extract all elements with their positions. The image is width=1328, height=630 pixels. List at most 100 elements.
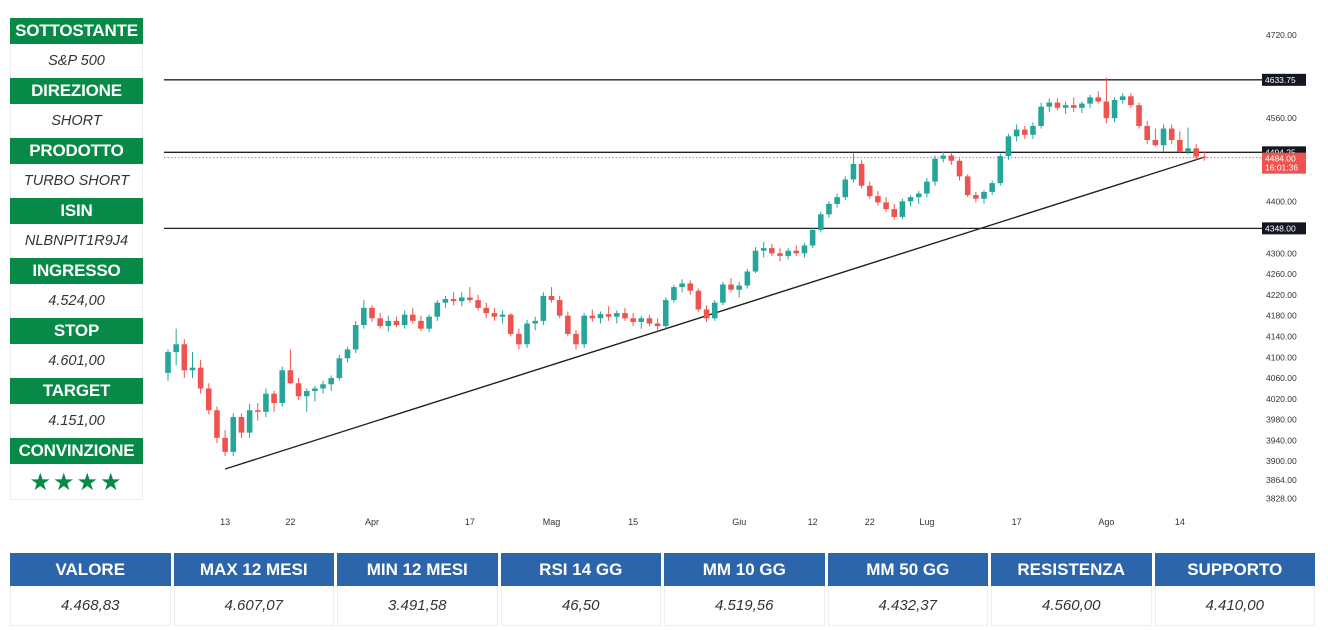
candle-body (1201, 156, 1208, 158)
stat-column: MAX 12 MESI 4.607,07 (173, 553, 334, 626)
stat-value: 46,50 (500, 586, 661, 626)
candle-body (442, 299, 449, 303)
candle-body (189, 367, 196, 371)
candle-body (499, 314, 506, 317)
candle-body (818, 214, 824, 230)
candle-body (410, 314, 416, 321)
info-label: CONVINZIONE (10, 438, 143, 464)
candle-body (1062, 105, 1069, 108)
info-label: DIREZIONE (10, 78, 143, 104)
candle-body (948, 155, 955, 161)
y-tick-label: 3828.00 (1266, 494, 1297, 504)
y-tick-label: 4400.00 (1266, 196, 1297, 206)
x-tick-label: 13 (220, 517, 230, 527)
info-value: 4.151,00 (10, 404, 143, 438)
stat-value: 4.432,37 (827, 586, 988, 626)
candle-body (206, 388, 212, 411)
candle-body (556, 300, 563, 316)
stat-header: MIN 12 MESI (337, 553, 498, 586)
info-value: SHORT (10, 104, 143, 138)
candle-body (312, 388, 318, 392)
last-price-badge (1262, 152, 1306, 174)
info-item-isin: ISIN NLBNPIT1R9J4 (10, 198, 143, 258)
stat-column: MM 50 GG 4.432,37 (827, 553, 988, 626)
x-tick-label: 22 (865, 517, 875, 527)
candle-body (924, 181, 930, 194)
candle-body (491, 313, 498, 317)
candle-body (703, 309, 710, 319)
info-label: TARGET (10, 378, 143, 404)
candle-body (467, 297, 473, 301)
candle-body (997, 156, 1004, 184)
stat-column: MIN 12 MESI 3.491,58 (337, 553, 498, 626)
candle-body (1054, 102, 1061, 108)
candle-body (222, 437, 228, 452)
stat-value: 4.519,56 (664, 586, 825, 626)
candle-body (883, 202, 889, 210)
candle-body (344, 349, 351, 359)
stat-header: RSI 14 GG (500, 553, 661, 586)
candle-body (369, 307, 375, 319)
stat-value: 3.491,58 (337, 586, 498, 626)
candle-body (1087, 97, 1093, 104)
candle-body (777, 253, 783, 256)
candle-body (524, 323, 530, 345)
stat-column: RESISTENZA 4.560,00 (991, 553, 1152, 626)
stat-header: RESISTENZA (991, 553, 1152, 586)
candle-body (891, 209, 898, 217)
y-tick-label: 4560.00 (1266, 113, 1297, 123)
candle-body (842, 179, 849, 198)
candle-body (622, 313, 628, 319)
x-tick-label: Apr (365, 517, 379, 527)
candle-body (483, 307, 490, 314)
candle-body (662, 300, 669, 327)
stat-header: VALORE (10, 553, 171, 586)
candle-body (752, 250, 759, 272)
candle-body (548, 295, 555, 301)
candle-body (744, 271, 751, 286)
candle-body (671, 287, 677, 301)
candle-body (181, 344, 188, 371)
candle-body (711, 302, 718, 319)
candle-body (956, 160, 963, 177)
candle-body (418, 320, 424, 329)
y-tick-label: 4300.00 (1266, 248, 1297, 258)
candle-body (1022, 129, 1028, 135)
candle-body (214, 410, 220, 438)
candle-body (720, 284, 726, 303)
candle-body (850, 163, 857, 180)
info-value: 4.601,00 (10, 344, 143, 378)
candle-body (1136, 105, 1142, 126)
level-badge-label: 4494.25 (1265, 147, 1296, 157)
candle-body (1046, 102, 1053, 107)
candle-body (1168, 128, 1175, 140)
x-tick-label: 22 (285, 517, 295, 527)
candle-body (679, 283, 685, 288)
stat-value: 4.468,83 (10, 586, 171, 626)
x-tick-label: Mag (543, 517, 561, 527)
candle-body (361, 307, 367, 326)
stat-header: MAX 12 MESI (173, 553, 334, 586)
candle-body (1152, 139, 1159, 146)
candle-body (458, 297, 465, 302)
candle-body (271, 393, 277, 404)
candle-body (565, 315, 571, 334)
stat-header: MM 10 GG (664, 553, 825, 586)
info-label: SOTTOSTANTE (10, 18, 143, 44)
candle-body (1160, 128, 1167, 146)
candle-body (973, 195, 979, 199)
candle-body (1111, 99, 1118, 119)
candle-body (1185, 148, 1191, 152)
x-tick-label: Giu (732, 517, 746, 527)
candle-body (263, 393, 269, 412)
level-badge-label: 4633.75 (1265, 75, 1296, 85)
info-label: ISIN (10, 198, 143, 224)
candle-body (695, 290, 702, 310)
candle-body (915, 193, 922, 198)
candle-body (907, 197, 914, 202)
candle-body (197, 367, 204, 389)
candle-body (1193, 148, 1199, 157)
candle-body (597, 314, 604, 319)
x-tick-label: 17 (1012, 517, 1022, 527)
